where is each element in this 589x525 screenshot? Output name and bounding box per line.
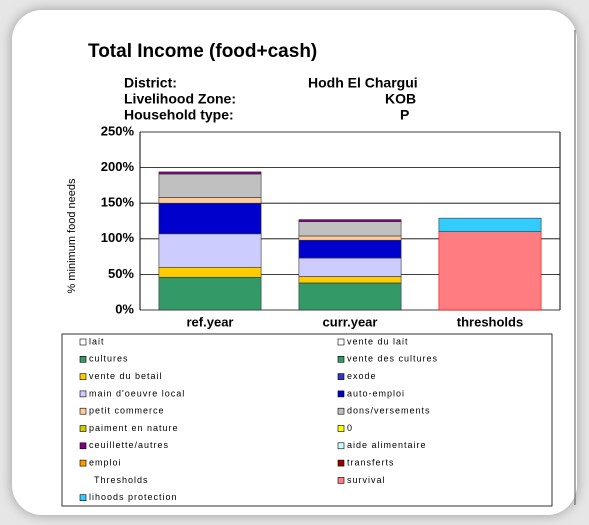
legend-label: paiment en nature <box>89 423 179 433</box>
legend-swatch <box>337 425 345 432</box>
legend-swatch <box>79 442 87 450</box>
legend-swatch <box>79 407 87 415</box>
legend-swatch <box>337 373 345 380</box>
info-value: P <box>400 107 409 123</box>
bar-segment <box>298 239 402 259</box>
legend-swatch <box>79 373 87 380</box>
bar-segment <box>158 276 262 311</box>
bar-segment <box>298 235 402 241</box>
legend-swatch <box>337 390 345 398</box>
legend-label: dons/versements <box>347 406 431 416</box>
x-tick-label: ref.year <box>187 314 234 329</box>
bar-segment <box>158 197 262 204</box>
bar-segment <box>158 202 262 235</box>
legend-label: petit commerce <box>89 406 165 416</box>
y-tick-label: 150% <box>101 195 135 210</box>
legend-label: 0 <box>347 423 353 433</box>
legend-label: Thresholds <box>94 475 149 485</box>
bar-segment <box>298 282 402 311</box>
legend-label: emploi <box>89 457 122 467</box>
legend-swatch <box>79 355 87 363</box>
y-tick-label: 200% <box>101 159 135 174</box>
legend-label: transferts <box>347 457 395 467</box>
info-value: Hodh El Chargui <box>308 75 418 91</box>
legend-swatch <box>337 338 345 346</box>
x-tick-label: thresholds <box>457 314 523 329</box>
legend-label: auto-emploi <box>347 388 405 398</box>
bar-segment <box>298 276 402 284</box>
legend-label: lait <box>89 336 105 346</box>
bar-segment <box>298 257 402 277</box>
legend-swatch <box>79 494 87 502</box>
bar-segment <box>438 217 542 232</box>
bar-segment <box>158 171 262 175</box>
chart-title: Total Income (food+cash) <box>88 41 317 62</box>
card <box>12 10 577 515</box>
bar-segment <box>158 233 262 268</box>
legend-swatch <box>79 459 87 467</box>
legend-swatch <box>79 425 87 432</box>
bar-segment <box>158 173 262 198</box>
legend-label: lihoods protection <box>89 492 178 502</box>
legend-swatch <box>337 407 345 415</box>
legend-label: survival <box>347 475 386 485</box>
legend-swatch <box>79 338 87 346</box>
bar-segment <box>298 221 402 237</box>
info-label: Household type: <box>124 107 234 123</box>
bar-segment <box>438 231 542 311</box>
y-tick-label: 0% <box>115 301 134 316</box>
info-label: District: <box>124 75 177 91</box>
legend-label: main d'oeuvre local <box>89 388 185 398</box>
legend-label: aide alimentaire <box>347 440 427 450</box>
legend-label: vente du lait <box>347 336 409 346</box>
y-tick-label: 250% <box>101 123 135 138</box>
legend-swatch <box>337 442 345 450</box>
legend-label: vente des cultures <box>347 354 438 364</box>
info-value: KOB <box>385 91 416 107</box>
legend-box <box>61 333 553 507</box>
legend-label: vente du betail <box>89 371 163 381</box>
legend-swatch <box>79 390 87 398</box>
bar-segment <box>158 266 262 278</box>
y-tick-label: 100% <box>101 230 135 245</box>
y-tick-label: 50% <box>108 266 134 281</box>
legend-label: exode <box>347 371 377 381</box>
bar-segment <box>298 219 402 223</box>
legend-label: ceuillette/autres <box>89 440 169 450</box>
x-tick-label: curr.year <box>323 314 378 329</box>
y-axis-label: % minimum food needs <box>66 178 78 293</box>
legend-swatch <box>337 477 345 484</box>
info-label: Livelihood Zone: <box>124 91 236 107</box>
legend-swatch <box>337 355 345 363</box>
legend-swatch <box>337 459 345 467</box>
legend-label: cultures <box>89 354 129 364</box>
